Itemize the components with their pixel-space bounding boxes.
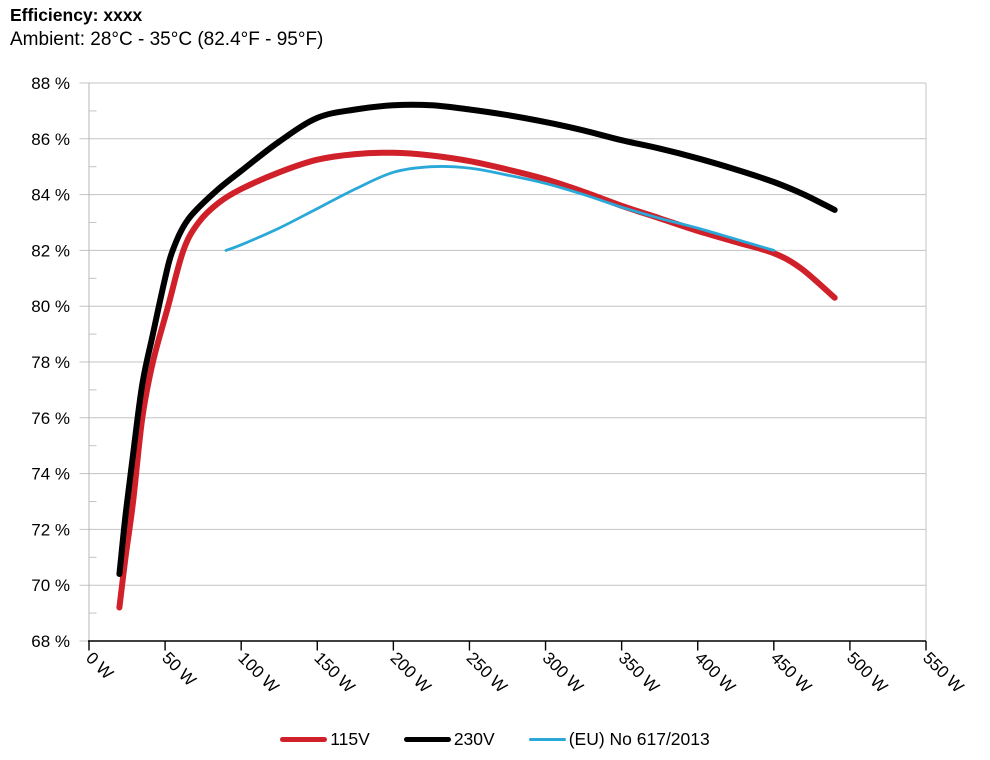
y-tick-label-84: 84 %: [31, 186, 70, 205]
y-tick-label-72: 72 %: [31, 520, 70, 539]
legend-item-eu-617-2013: (EU) No 617/2013: [528, 729, 710, 750]
x-tick-label-100: 100 W: [234, 648, 282, 696]
y-tick-label-80: 80 %: [31, 297, 70, 316]
legend-swatch-eu-617-2013: [528, 738, 566, 741]
series-line-eu-no-617-2013: [224, 165, 776, 252]
x-tick-label-350: 350 W: [615, 648, 663, 696]
y-tick-label-82: 82 %: [31, 241, 70, 260]
x-tick-label-250: 250 W: [463, 648, 511, 696]
efficiency-line-chart: 68 % 70 % 72 % 74 % 76 % 78 % 80 % 82 % 84 % 86 %…: [31, 74, 967, 697]
legend-label-eu-617-2013: (EU) No 617/2013: [568, 729, 710, 749]
y-tick-label-76: 76 %: [31, 409, 70, 428]
series-line-230v: [116, 101, 838, 577]
x-tick-label-450: 450 W: [767, 648, 815, 696]
legend-item-230v: 230V: [403, 729, 495, 750]
x-tick-label-500: 500 W: [843, 648, 891, 696]
y-tick-label-74: 74 %: [31, 465, 70, 484]
y-tick-label-86: 86 %: [31, 130, 70, 149]
x-tick-label-300: 300 W: [539, 648, 587, 696]
y-tick-label-68: 68 %: [31, 632, 70, 651]
chart-subtitle: Ambient: 28°C - 35°C (82.4°F - 95°F): [10, 29, 324, 50]
x-tick-label-550: 550 W: [919, 648, 967, 696]
y-tick-label-78: 78 %: [31, 353, 70, 372]
legend-label-115v: 115V: [330, 729, 370, 749]
legend-label-230v: 230V: [453, 729, 495, 749]
legend-swatch-230v: [403, 736, 451, 743]
legend-item-115v: 115V: [280, 729, 370, 750]
x-tick-label-150: 150 W: [310, 648, 358, 696]
chart-legend: 115V 230V (EU) No 617/2013: [0, 729, 990, 750]
chart-title: Efficiency: xxxx: [10, 5, 143, 25]
x-tick-label-0: 0 W: [82, 648, 117, 683]
y-tick-label-70: 70 %: [31, 576, 70, 595]
x-tick-label-200: 200 W: [387, 648, 435, 696]
x-tick-label-400: 400 W: [691, 648, 739, 696]
series-line-115v: [116, 149, 838, 611]
legend-swatch-115v: [280, 736, 328, 743]
y-tick-label-88: 88 %: [31, 74, 70, 93]
x-tick-label-50: 50 W: [158, 648, 199, 689]
